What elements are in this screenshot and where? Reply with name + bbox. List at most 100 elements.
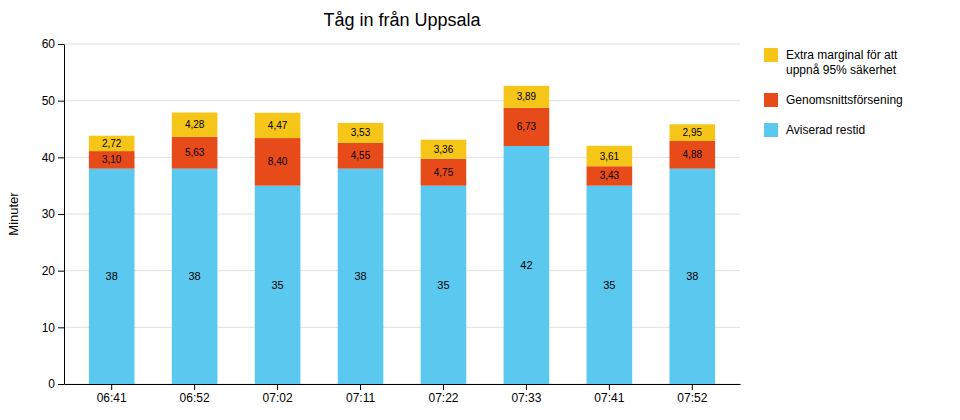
data-label: 3,61	[600, 151, 620, 162]
bar-segment	[89, 151, 135, 169]
data-label: 3,43	[600, 170, 620, 181]
data-label: 5,63	[185, 147, 205, 158]
x-tick-mark	[526, 384, 527, 390]
y-tick-label: 0	[48, 377, 55, 391]
data-label: 4,28	[185, 119, 205, 130]
bar-segment	[89, 169, 135, 384]
data-label: 42	[520, 259, 532, 271]
y-axis: 0 10 20 30 40 50 60	[42, 37, 65, 391]
data-label: 8,40	[268, 156, 288, 167]
y-tick-mark	[58, 44, 64, 45]
legend-swatch	[764, 93, 778, 107]
bar-segment	[172, 113, 218, 137]
x-tick-mark	[111, 384, 112, 390]
x-tick-label: 06:52	[180, 391, 210, 405]
bar-segment	[587, 146, 633, 166]
data-label: 3,89	[517, 91, 537, 102]
bar-segment	[255, 186, 301, 384]
bar-segment	[669, 124, 715, 141]
legend-label: Genomsnittsförsening	[786, 93, 903, 107]
y-tick-label: 50	[42, 94, 56, 108]
bar-segment	[669, 141, 715, 169]
x-tick: 07:02	[263, 384, 293, 405]
x-tick-label: 07:52	[677, 391, 707, 405]
legend-item: Aviserad restid	[764, 123, 865, 137]
x-tick-label: 07:22	[428, 391, 458, 405]
x-tick: 07:33	[511, 384, 541, 405]
y-tick: 30	[42, 207, 64, 221]
legend-item: Extra marginal för attuppnå 95% säkerhet	[764, 48, 898, 77]
y-tick-label: 10	[42, 321, 56, 335]
bar-segment	[89, 136, 135, 151]
y-tick-label: 60	[42, 37, 56, 51]
x-tick-mark	[360, 384, 361, 390]
bars	[89, 86, 715, 384]
y-tick-mark	[58, 384, 64, 385]
grid-line	[64, 384, 740, 385]
x-tick-label: 06:41	[97, 391, 127, 405]
data-label: 3,10	[102, 154, 122, 165]
data-label: 4,88	[683, 149, 703, 160]
y-tick-mark	[58, 157, 64, 158]
bar-segment	[421, 159, 467, 186]
legend-label: Aviserad restid	[786, 123, 865, 137]
x-tick-label: 07:11	[346, 391, 375, 405]
x-tick-mark	[692, 384, 693, 390]
data-label: 38	[354, 270, 366, 282]
x-tick: 06:41	[97, 384, 127, 405]
data-label: 3,36	[434, 144, 454, 155]
x-tick: 07:41	[594, 384, 624, 405]
chart: 38383538354235383,105,638,404,554,756,73…	[0, 0, 960, 420]
x-tick-mark	[277, 384, 278, 390]
data-label: 38	[686, 270, 698, 282]
grid-line	[64, 100, 740, 101]
bar-segment	[421, 140, 467, 159]
y-tick-mark	[58, 101, 64, 102]
y-tick-mark	[58, 271, 64, 272]
y-tick: 60	[42, 37, 64, 51]
bar-segment	[338, 123, 384, 143]
plot: 38383538354235383,105,638,404,554,756,73…	[42, 37, 741, 404]
bar-segment	[587, 186, 633, 384]
grid-line	[64, 327, 740, 328]
x-tick-label: 07:41	[594, 391, 624, 405]
x-axis-line	[65, 384, 741, 385]
y-tick: 50	[42, 94, 64, 108]
grid-line	[64, 214, 740, 215]
bar-segment	[338, 143, 384, 169]
y-tick: 10	[42, 321, 64, 335]
grid-line	[64, 157, 740, 158]
data-label: 2,95	[683, 127, 703, 138]
y-tick-label: 40	[42, 151, 56, 165]
data-label: 6,73	[517, 121, 537, 132]
y-tick: 20	[42, 264, 64, 278]
data-label: 4,75	[434, 167, 454, 178]
grid-line	[64, 270, 740, 271]
bar-segment	[255, 113, 301, 138]
y-tick-label: 30	[42, 207, 56, 221]
bar-segment	[172, 137, 218, 169]
bar-segment	[504, 86, 550, 108]
x-tick: 06:52	[180, 384, 210, 405]
bar-segment	[587, 166, 633, 185]
bar-segment	[504, 108, 550, 146]
y-tick: 40	[42, 151, 64, 165]
bar-segment	[172, 169, 218, 384]
x-tick-mark	[443, 384, 444, 390]
x-tick-mark	[609, 384, 610, 390]
x-tick-label: 07:02	[263, 391, 293, 405]
data-label: 4,47	[268, 120, 288, 131]
y-tick-label: 20	[42, 264, 56, 278]
y-tick-mark	[58, 327, 64, 328]
y-tick-mark	[58, 214, 64, 215]
grid	[64, 44, 740, 384]
y-axis-line	[64, 45, 65, 385]
data-label: 38	[106, 270, 118, 282]
data-labels: 38383538354235383,105,638,404,554,756,73…	[102, 91, 703, 290]
legend-swatch	[764, 123, 778, 137]
legend: Extra marginal för attuppnå 95% säkerhet…	[764, 48, 903, 137]
legend-item: Genomsnittsförsening	[764, 93, 903, 107]
data-label: 38	[189, 270, 201, 282]
data-label: 35	[271, 279, 283, 291]
x-tick: 07:11	[346, 384, 375, 405]
